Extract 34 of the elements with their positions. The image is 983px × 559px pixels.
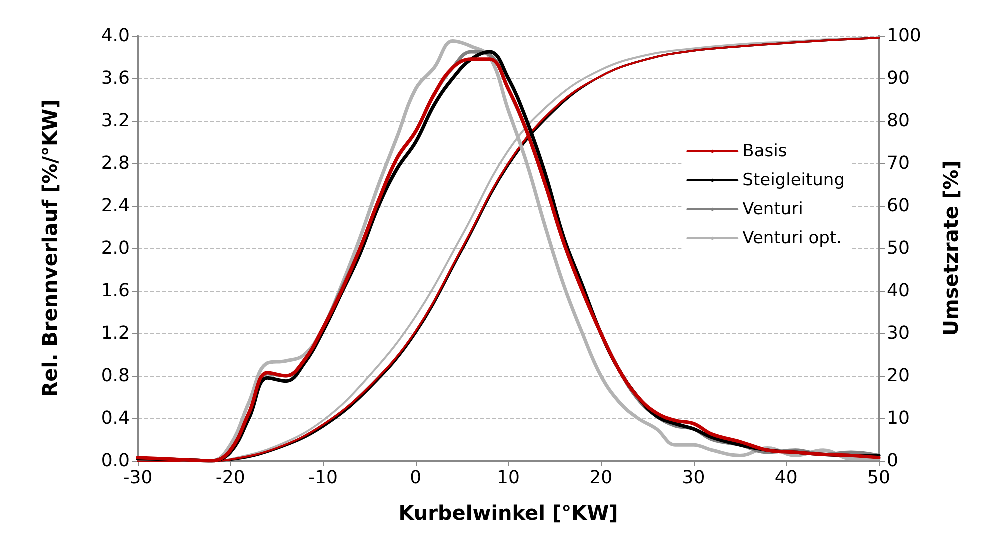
y2-tick-label: 50 <box>887 238 910 259</box>
y2-tick-label: 100 <box>887 26 922 46</box>
legend-label: Steigleitung <box>742 170 846 190</box>
x-tick-label: 40 <box>774 468 798 488</box>
y-tick-label: 2.8 <box>101 153 130 174</box>
y-tick-label: 1.6 <box>101 280 130 302</box>
x-tick-label: -20 <box>216 468 246 488</box>
y-tick-label: 0.4 <box>101 408 130 429</box>
y2-axis-title: Umsetzrate [%] <box>939 160 963 336</box>
y-tick-label: 0.8 <box>101 366 130 386</box>
y-tick-label: 2.4 <box>101 196 130 216</box>
x-tick-label: 0 <box>410 468 422 488</box>
x-tick-label: 10 <box>497 468 520 488</box>
x-axis-title: Kurbelwinkel [°KW] <box>398 501 618 525</box>
y-axis-title: Rel. Brennverlauf [%/°KW] <box>38 100 62 398</box>
y2-tick-label: 10 <box>887 408 910 429</box>
y-tick-label: 1.2 <box>101 323 130 344</box>
y-tick-label: 4.0 <box>101 26 130 46</box>
x-tick-label: 20 <box>590 468 613 488</box>
legend-label: Venturi opt. <box>742 228 842 248</box>
y2-tick-label: 80 <box>887 110 910 132</box>
y2-tick-label: 40 <box>887 280 910 302</box>
y-tick-label: 3.2 <box>101 110 130 132</box>
legend-label: Venturi <box>742 200 804 220</box>
x-tick-label: 30 <box>682 468 706 488</box>
y2-tick-label: 60 <box>887 196 910 216</box>
x-tick-label: -10 <box>308 468 338 488</box>
y-tick-label: 2.0 <box>101 238 130 259</box>
legend-label: Basis <box>742 142 788 162</box>
y-tick-label: 3.6 <box>101 68 130 89</box>
y2-tick-label: 30 <box>887 323 910 344</box>
y2-tick-label: 20 <box>887 366 910 386</box>
y2-tick-label: 70 <box>887 153 910 174</box>
y2-tick-label: 90 <box>887 68 910 89</box>
